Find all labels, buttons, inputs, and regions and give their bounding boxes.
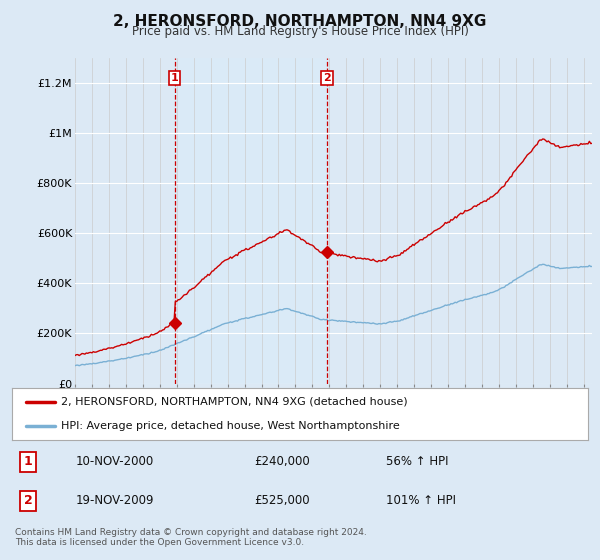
Bar — [175, 58, 327, 384]
Text: 2: 2 — [323, 73, 331, 83]
Text: 1: 1 — [171, 73, 178, 83]
Text: HPI: Average price, detached house, West Northamptonshire: HPI: Average price, detached house, West… — [61, 421, 400, 431]
Text: 2, HERONSFORD, NORTHAMPTON, NN4 9XG: 2, HERONSFORD, NORTHAMPTON, NN4 9XG — [113, 14, 487, 29]
Text: Price paid vs. HM Land Registry's House Price Index (HPI): Price paid vs. HM Land Registry's House … — [131, 25, 469, 38]
Text: 19-NOV-2009: 19-NOV-2009 — [76, 494, 154, 507]
Text: Contains HM Land Registry data © Crown copyright and database right 2024.
This d: Contains HM Land Registry data © Crown c… — [15, 528, 367, 547]
Text: 10-NOV-2000: 10-NOV-2000 — [76, 455, 154, 468]
Text: £240,000: £240,000 — [254, 455, 310, 468]
Text: 2: 2 — [24, 494, 32, 507]
Text: 56% ↑ HPI: 56% ↑ HPI — [386, 455, 449, 468]
Text: 101% ↑ HPI: 101% ↑ HPI — [386, 494, 457, 507]
Text: 2, HERONSFORD, NORTHAMPTON, NN4 9XG (detached house): 2, HERONSFORD, NORTHAMPTON, NN4 9XG (det… — [61, 396, 407, 407]
Text: 1: 1 — [24, 455, 32, 468]
Text: £525,000: £525,000 — [254, 494, 310, 507]
